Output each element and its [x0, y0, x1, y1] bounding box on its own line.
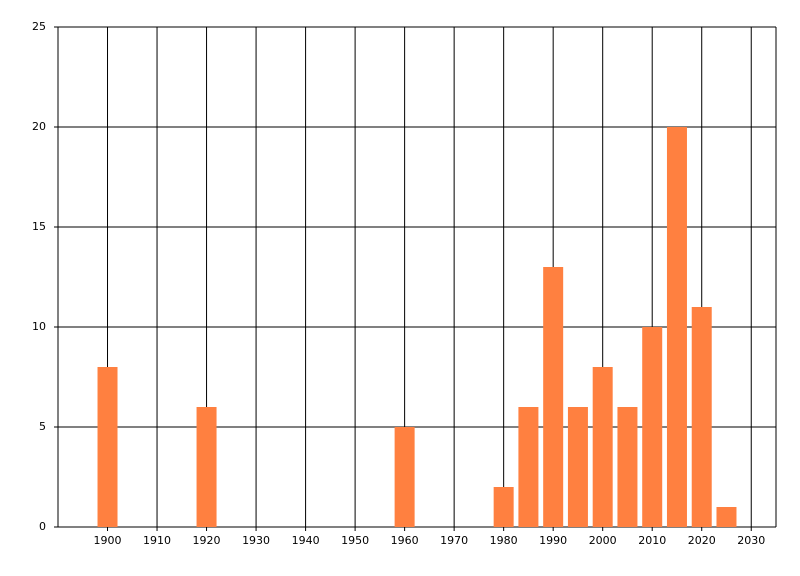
x-tick-label: 1900 [94, 534, 122, 547]
x-tick-label: 1910 [143, 534, 171, 547]
bar [666, 127, 687, 527]
bar [617, 407, 638, 527]
bar [97, 367, 118, 527]
bar [518, 407, 539, 527]
bar [493, 487, 514, 527]
x-tick-label: 1990 [539, 534, 567, 547]
x-tick-label: 1920 [193, 534, 221, 547]
y-tick-label: 5 [39, 420, 46, 433]
bar [394, 427, 415, 527]
y-tick-label: 0 [39, 520, 46, 533]
bar [567, 407, 588, 527]
bar [691, 307, 712, 527]
x-tick-label: 2010 [638, 534, 666, 547]
y-tick-label: 15 [32, 220, 46, 233]
x-tick-label: 2020 [688, 534, 716, 547]
y-tick-label: 20 [32, 120, 46, 133]
bar [642, 327, 663, 527]
y-tick-label: 10 [32, 320, 46, 333]
x-tick-label: 1940 [292, 534, 320, 547]
x-tick-label: 1980 [490, 534, 518, 547]
bar [592, 367, 613, 527]
x-tick-label: 2000 [589, 534, 617, 547]
x-tick-label: 1960 [391, 534, 419, 547]
bar [196, 407, 217, 527]
bar [716, 507, 737, 527]
x-tick-label: 1950 [341, 534, 369, 547]
y-tick-label: 25 [32, 20, 46, 33]
bar [543, 267, 564, 527]
x-tick-label: 1970 [440, 534, 468, 547]
x-tick-label: 1930 [242, 534, 270, 547]
x-tick-label: 2030 [737, 534, 765, 547]
